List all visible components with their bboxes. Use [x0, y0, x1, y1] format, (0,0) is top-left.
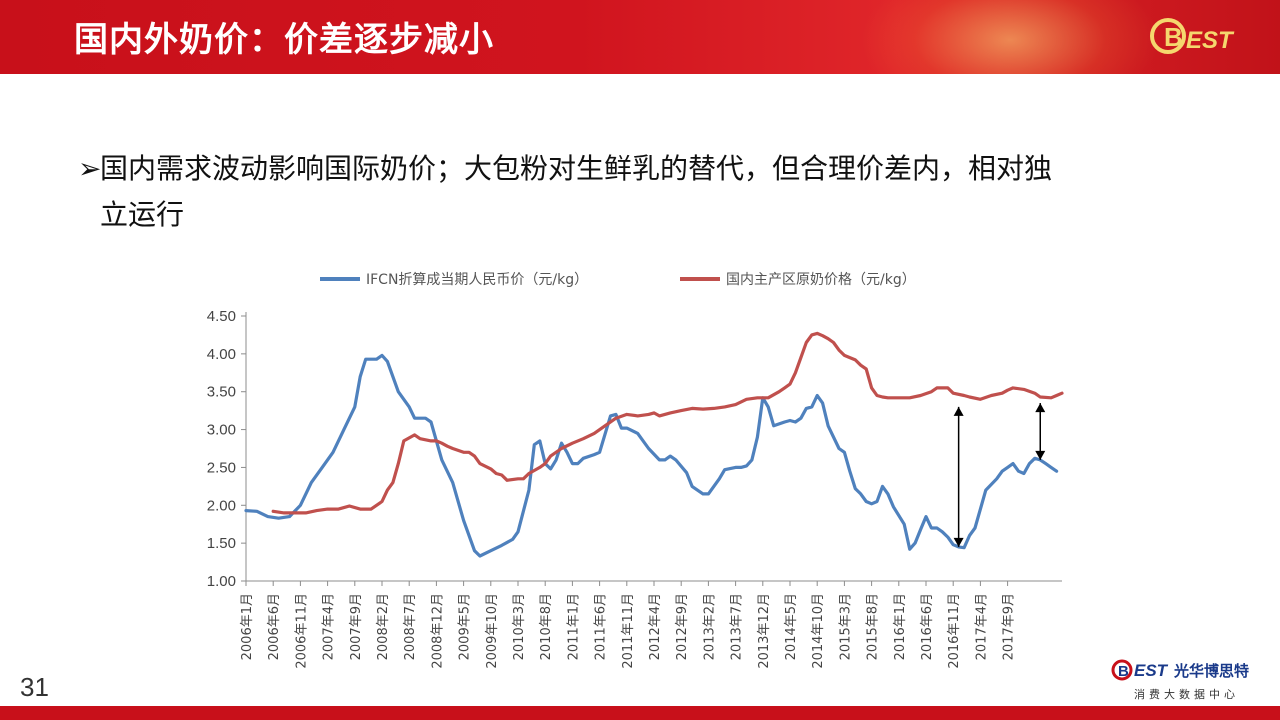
bullet-arrow-icon: ➢	[78, 152, 102, 185]
x-tick-label: 2006年11月	[294, 593, 309, 669]
x-tick-label: 2012年9月	[675, 593, 690, 660]
y-tick-label: 1.00	[207, 573, 236, 590]
legend-label: IFCN折算成当期人民币价（元/kg）	[366, 272, 588, 288]
bullet-text: ➢国内需求波动影响国际奶价；大包粉对生鲜乳的替代，但合理价差内，相对独 立运行	[78, 146, 1218, 238]
x-tick-label: 2017年4月	[974, 593, 989, 660]
series-line	[244, 353, 1059, 558]
y-tick-label: 3.50	[207, 384, 236, 401]
y-tick-label: 4.00	[207, 346, 236, 363]
svg-text:EST: EST	[1186, 27, 1235, 54]
x-tick-label: 2009年5月	[458, 593, 473, 660]
x-tick-label: 2008年7月	[403, 593, 418, 660]
slide-title: 国内外奶价：价差逐步减小	[74, 20, 494, 60]
x-tick-label: 2008年2月	[376, 593, 391, 660]
arrow-head-up-icon	[953, 406, 964, 416]
brand-logo: B EST 光华博思特 消费大数据中心	[1111, 659, 1249, 701]
x-tick-label: 2011年1月	[566, 593, 581, 660]
chart-lines	[244, 331, 1064, 558]
legend-label: 国内主产区原奶价格（元/kg）	[726, 272, 916, 288]
brand-name: 光华博思特	[1173, 662, 1249, 680]
x-tick-label: 2014年10月	[811, 593, 826, 669]
y-tick-label: 2.50	[207, 459, 236, 476]
arrow-head-down-icon	[953, 537, 964, 547]
svg-text:EST: EST	[1134, 661, 1169, 680]
x-tick-label: 2011年11月	[621, 593, 636, 669]
header-glow	[860, 0, 1160, 74]
x-tick-label: 2017年9月	[1002, 593, 1017, 660]
x-tick-label: 2016年11月	[947, 593, 962, 669]
footer-bar	[0, 706, 1280, 720]
x-tick-label: 2010年8月	[539, 593, 554, 660]
x-tick-label: 2009年10月	[485, 593, 500, 669]
x-tick-label: 2014年5月	[784, 593, 799, 660]
x-tick-label: 2015年3月	[838, 593, 853, 660]
arrow-head-up-icon	[1035, 403, 1046, 413]
x-tick-label: 2010年3月	[512, 593, 527, 660]
page-number: 31	[20, 672, 49, 702]
y-tick-label: 4.50	[207, 308, 236, 325]
chart-axes: 1.00 1.50 2.00 2.50 3.00 3.50 4.00 4.50 2006年1月 2…	[207, 308, 1062, 669]
x-tick-label: 2007年4月	[322, 593, 337, 660]
x-tick-label: 2015年8月	[866, 593, 881, 660]
y-tick-label: 2.00	[207, 497, 236, 514]
chart-annotations	[953, 403, 1046, 547]
series-line	[271, 331, 1064, 515]
x-tick-label: 2016年1月	[893, 593, 908, 660]
x-tick-label: 2013年2月	[702, 593, 717, 660]
x-tick-label: 2006年6月	[267, 593, 282, 660]
svg-text:B: B	[1118, 663, 1129, 680]
x-tick-label: 2013年12月	[757, 593, 772, 669]
x-tick-label: 2007年9月	[349, 593, 364, 660]
brand-tagline: 消费大数据中心	[1134, 687, 1239, 701]
best-logo-icon: B EST	[1150, 18, 1235, 54]
y-tick-label: 1.50	[207, 535, 236, 552]
x-tick-label: 2006年1月	[240, 593, 255, 660]
bullet-line-2: 立运行	[100, 198, 185, 231]
milk-price-chart: IFCN折算成当期人民币价（元/kg） 国内主产区原奶价格（元/kg） 1.001…	[207, 272, 1064, 669]
arrow-head-down-icon	[1035, 450, 1046, 460]
x-tick-label: 2013年7月	[730, 593, 745, 660]
x-tick-label: 2012年4月	[648, 593, 663, 660]
x-tick-label: 2008年12月	[430, 593, 445, 669]
header-banner: 国内外奶价：价差逐步减小 B EST	[0, 0, 1280, 74]
x-tick-label: 2011年6月	[594, 593, 609, 660]
bullet-line-1: 国内需求波动影响国际奶价；大包粉对生鲜乳的替代，但合理价差内，相对独	[100, 152, 1053, 185]
y-tick-label: 3.00	[207, 422, 236, 439]
svg-text:B: B	[1164, 22, 1183, 52]
chart-legend: IFCN折算成当期人民币价（元/kg） 国内主产区原奶价格（元/kg）	[320, 272, 916, 288]
x-tick-label: 2016年6月	[920, 593, 935, 660]
